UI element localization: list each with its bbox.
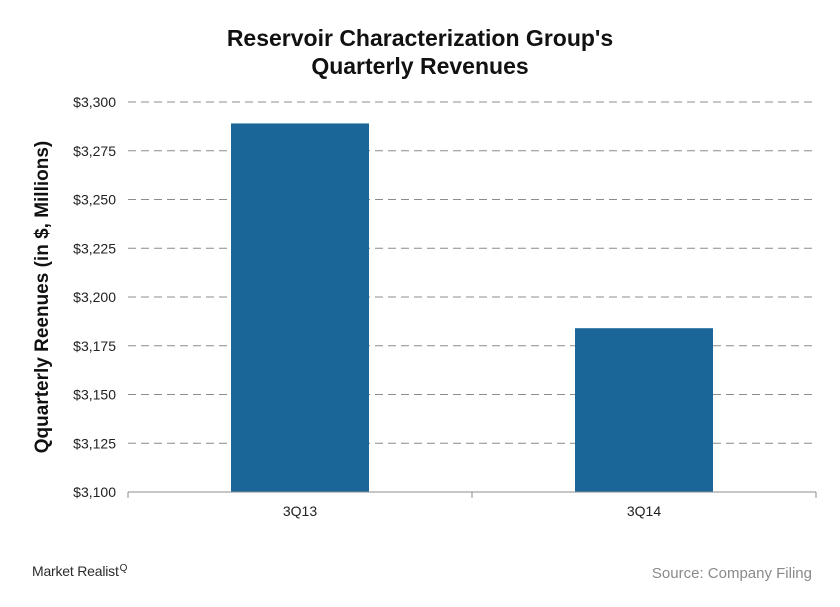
market-realist-logo: Market RealistQ — [32, 563, 127, 579]
y-tick-label: $3,125 — [73, 435, 116, 451]
y-tick-label: $3,200 — [73, 289, 116, 305]
bar-3Q14 — [575, 328, 713, 492]
y-tick-label: $3,150 — [73, 387, 116, 403]
x-tick-label: 3Q14 — [627, 503, 661, 519]
source-note: Source: Company Filing — [651, 565, 812, 582]
y-tick-label: $3,275 — [73, 143, 116, 159]
chart-title-line-2: Quarterly Revenues — [311, 53, 529, 79]
bar-3Q13 — [231, 123, 369, 492]
y-tick-label: $3,175 — [73, 338, 116, 354]
logo-mark-icon: Q — [119, 563, 128, 574]
logo-text: Market Realist — [32, 563, 119, 579]
y-tick-label: $3,300 — [73, 94, 116, 110]
y-tick-label: $3,225 — [73, 240, 116, 256]
chart-title: Reservoir Characterization Group's Quart… — [0, 24, 840, 80]
x-tick-label: 3Q13 — [283, 503, 317, 519]
chart-title-line-1: Reservoir Characterization Group's — [226, 25, 614, 51]
y-tick-label: $3,250 — [73, 192, 116, 208]
y-tick-label: $3,100 — [73, 484, 116, 500]
